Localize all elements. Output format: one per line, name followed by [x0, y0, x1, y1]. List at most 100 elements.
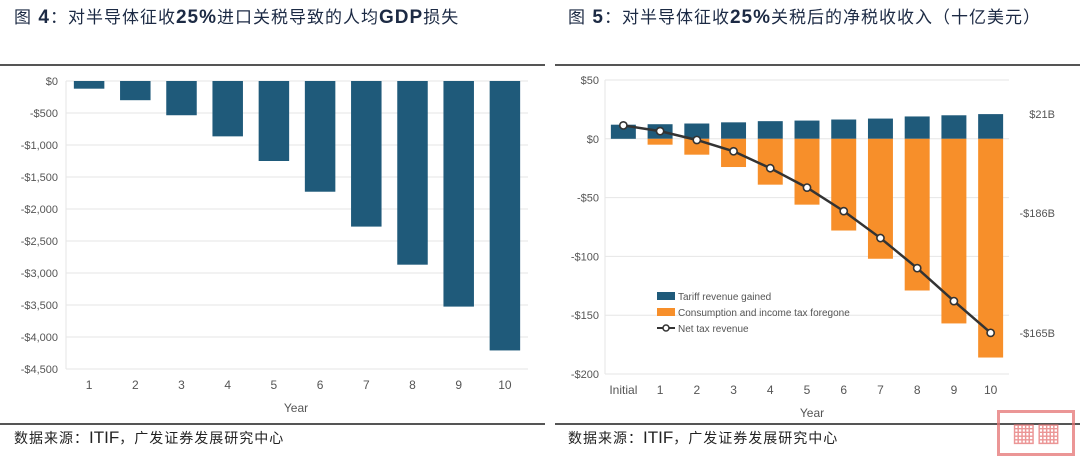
y-tick-label: -$1,000: [21, 140, 58, 152]
title-text-2: 关税后的净税收收入（十亿美元）: [771, 8, 1042, 28]
bar-foregone-4: [757, 138, 783, 185]
title-text: ：对半导体征收: [603, 8, 730, 28]
source-label: 数据来源：: [568, 431, 643, 447]
bar-tariff-2: [684, 123, 710, 139]
figure-5-title: 图 5：对半导体征收25%关税后的净税收收入（十亿美元）: [568, 1, 1073, 35]
bar-foregone-5: [794, 138, 820, 205]
legend-label-foregone: Consumption and income tax foregone: [678, 308, 850, 319]
bar-foregone-9: [941, 138, 967, 324]
annotation-tariff-total: $21B: [1029, 109, 1055, 121]
bar-tariff-4: [757, 121, 783, 139]
title-percent: 25%: [729, 7, 772, 28]
x-tick-label: 9: [951, 383, 958, 397]
net-tax-point-9: [949, 296, 959, 306]
legend-swatch-foregone: [657, 308, 675, 316]
legend-label-tariff: Tariff revenue gained: [678, 292, 771, 303]
x-tick-label: 5: [804, 383, 811, 397]
net-tax-point-1: [655, 126, 665, 136]
bar-tariff-9: [941, 115, 967, 139]
title-prefix: 图: [568, 8, 593, 28]
source-en: ITIF: [89, 428, 120, 447]
bar-foregone-1: [647, 138, 673, 145]
title-number: 4: [38, 7, 50, 28]
watermark-logo: ▦▦: [997, 410, 1075, 456]
x-tick-label: 7: [363, 378, 370, 392]
x-tick-label: 3: [178, 378, 185, 392]
bar-tariff-8: [904, 116, 930, 139]
x-tick-label: 1: [86, 378, 93, 392]
x-axis-title: Year: [800, 406, 824, 420]
y-tick-label: $0: [46, 76, 58, 88]
source-rest: ，广发证券发展研究中心: [673, 431, 839, 447]
y-tick-label: $50: [581, 75, 599, 87]
bar-foregone-10: [978, 138, 1004, 358]
bar-year-10: [489, 81, 521, 351]
x-tick-label: 10: [984, 383, 998, 397]
bar-year-2: [120, 81, 151, 101]
source-rest: ，广发证券发展研究中心: [119, 431, 285, 447]
net-tax-point-8: [912, 263, 922, 273]
y-tick-label: -$500: [30, 108, 58, 120]
bar-year-1: [73, 81, 105, 89]
bar-year-3: [166, 81, 197, 116]
annotation-foregone-total: -$186B: [1020, 208, 1055, 220]
divider-bottom-left: [0, 423, 545, 425]
bar-tariff-7: [867, 118, 893, 139]
source-en: ITIF: [643, 428, 674, 447]
y-tick-label: -$3,500: [21, 300, 58, 312]
net-tax-point-7: [876, 233, 885, 243]
title-text-2: 进口关税导致的人均: [217, 8, 380, 28]
x-tick-label: 4: [224, 378, 231, 392]
title-gdp: GDP: [379, 7, 424, 28]
net-tax-point-6: [839, 206, 849, 216]
y-tick-label: -$150: [571, 310, 599, 322]
bar-year-9: [443, 81, 474, 307]
x-tick-label: 7: [877, 383, 884, 397]
y-tick-label: -$100: [571, 251, 599, 263]
source-note-left: 数据来源：ITIF，广发证券发展研究中心: [14, 428, 284, 448]
y-tick-label: -$1,500: [21, 172, 58, 184]
bar-year-8: [397, 81, 428, 265]
x-tick-label: 8: [914, 383, 921, 397]
x-tick-label: 6: [317, 378, 324, 392]
x-tick-label: 1: [657, 383, 664, 397]
divider-top-left: [0, 64, 545, 66]
source-note-right: 数据来源：ITIF，广发证券发展研究中心: [568, 428, 838, 448]
chart-gdp-loss: $0 -$500 -$1,000 -$1,500 -$2,000 -$2,500 -$3,0…: [21, 76, 528, 415]
y-tick-label: -$4,000: [21, 332, 58, 344]
bar-tariff-6: [831, 119, 857, 139]
bar-year-7: [351, 81, 382, 227]
x-tick-label: 6: [840, 383, 847, 397]
y-tick-label: -$2,000: [21, 204, 58, 216]
net-tax-point-10: [986, 328, 996, 338]
chart-net-tax-revenue: $50 $0 -$50 -$100 -$150 -$200 Initial 1 2 3 4 5 6 7 8 9…: [571, 75, 1055, 420]
title-percent: 25%: [175, 7, 218, 28]
bar-tariff-10: [978, 114, 1004, 139]
bar-tariff-3: [721, 122, 747, 139]
y-tick-label: -$200: [571, 369, 599, 381]
legend-swatch-net-marker: [662, 324, 670, 332]
bar-year-6: [304, 81, 336, 192]
annotation-net-total: -$165B: [1020, 328, 1055, 340]
x-axis-title: Year: [284, 401, 308, 415]
source-label: 数据来源：: [14, 431, 89, 447]
title-text: ：对半导体征收: [49, 8, 176, 28]
bar-year-4: [212, 81, 243, 137]
bar-tariff-5: [794, 120, 820, 139]
y-tick-label: -$2,500: [21, 236, 58, 248]
y-tick-label: -$3,000: [21, 268, 58, 280]
x-tick-label: 8: [409, 378, 416, 392]
net-tax-point-2: [692, 135, 702, 145]
figure-4-title: 图 4：对半导体征收25%进口关税导致的人均GDP损失: [14, 1, 544, 35]
title-number: 5: [592, 7, 604, 28]
x-tick-label: 9: [455, 378, 462, 392]
net-tax-point-Initial: [618, 120, 628, 130]
net-tax-point-5: [802, 183, 812, 193]
y-tick-label: $0: [587, 134, 599, 146]
net-tax-point-4: [765, 163, 775, 173]
x-tick-label: 3: [730, 383, 737, 397]
y-tick-label: -$50: [577, 193, 599, 205]
title-prefix: 图: [14, 8, 39, 28]
x-tick-label: 4: [767, 383, 774, 397]
y-tick-label: -$4,500: [21, 364, 58, 376]
